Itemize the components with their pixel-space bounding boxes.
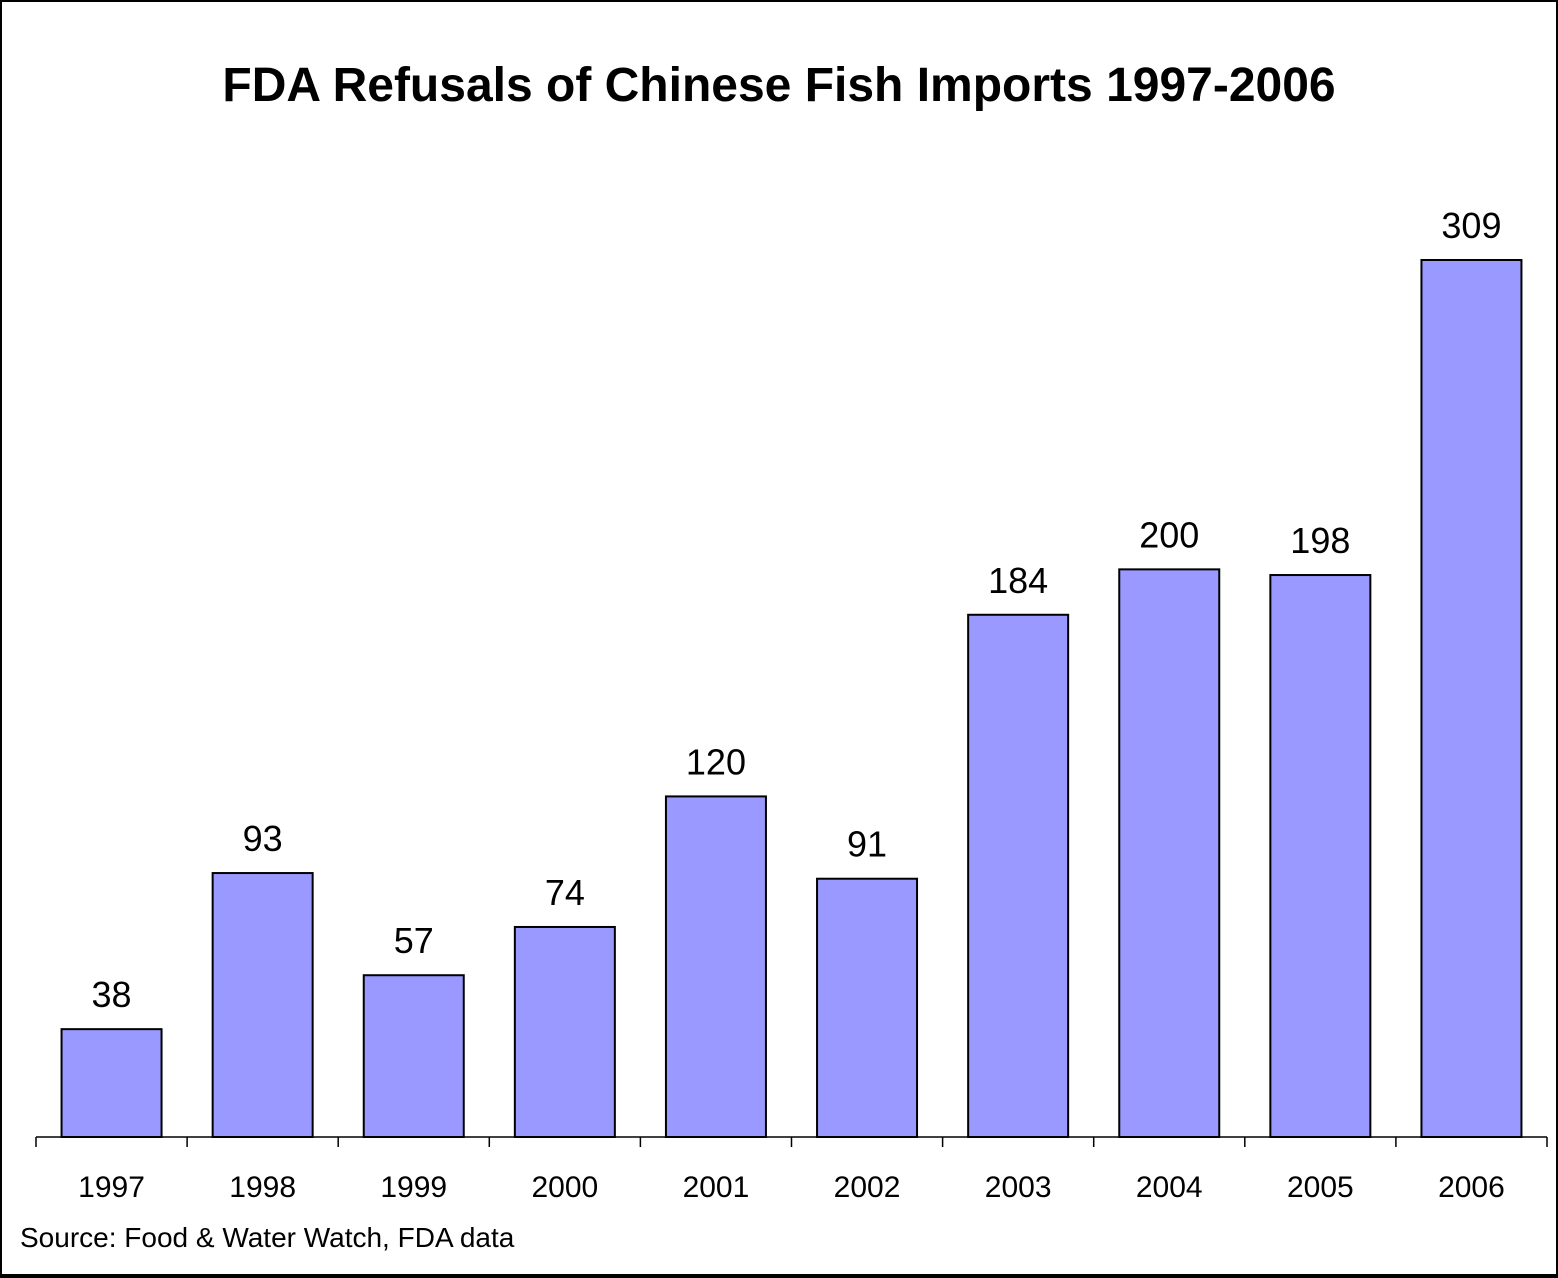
data-label-1997: 38	[92, 974, 132, 1015]
chart-title: FDA Refusals of Chinese Fish Imports 199…	[222, 59, 1336, 112]
data-label-1999: 57	[394, 920, 434, 961]
x-tick-label-2005: 2005	[1287, 1171, 1354, 1204]
x-tick-label-2006: 2006	[1438, 1171, 1505, 1204]
bar-1997	[60, 1028, 163, 1139]
x-tick-label-2001: 2001	[683, 1171, 750, 1204]
data-label-2000: 74	[545, 872, 585, 913]
bars-group	[60, 259, 1523, 1139]
data-label-1998: 93	[243, 818, 283, 859]
x-tick-label-2004: 2004	[1136, 1171, 1203, 1204]
x-tick-label-1998: 1998	[229, 1171, 296, 1204]
x-tick-label-2000: 2000	[531, 1171, 598, 1204]
bar-2006	[1420, 259, 1523, 1138]
source-note: Source: Food & Water Watch, FDA data	[20, 1222, 515, 1253]
x-tick-label-2002: 2002	[834, 1171, 901, 1204]
bar-2005	[1269, 574, 1372, 1138]
bar-2004	[1118, 568, 1221, 1138]
data-label-2006: 309	[1441, 205, 1501, 246]
bar-2000	[513, 925, 616, 1139]
x-axis: 1997 1998 1999 2000 2001 2002 2003 2004 2005 2006	[35, 1136, 1548, 1204]
data-label-2002: 91	[847, 824, 887, 865]
bar-2002	[816, 877, 919, 1138]
data-label-2004: 200	[1139, 514, 1199, 555]
bar-2001	[664, 795, 767, 1138]
data-label-2003: 184	[988, 560, 1048, 601]
x-tick-label-2003: 2003	[985, 1171, 1052, 1204]
bar-1998	[211, 872, 314, 1138]
bar-2003	[967, 613, 1070, 1138]
x-tick-label-1997: 1997	[78, 1171, 145, 1204]
data-labels-group: 38 93 57 74 120 91 184 200 198 309	[92, 205, 1502, 1015]
data-label-2005: 198	[1290, 520, 1350, 561]
bar-1999	[362, 974, 465, 1139]
data-label-2001: 120	[686, 741, 746, 782]
x-tick-label-1999: 1999	[380, 1171, 447, 1204]
